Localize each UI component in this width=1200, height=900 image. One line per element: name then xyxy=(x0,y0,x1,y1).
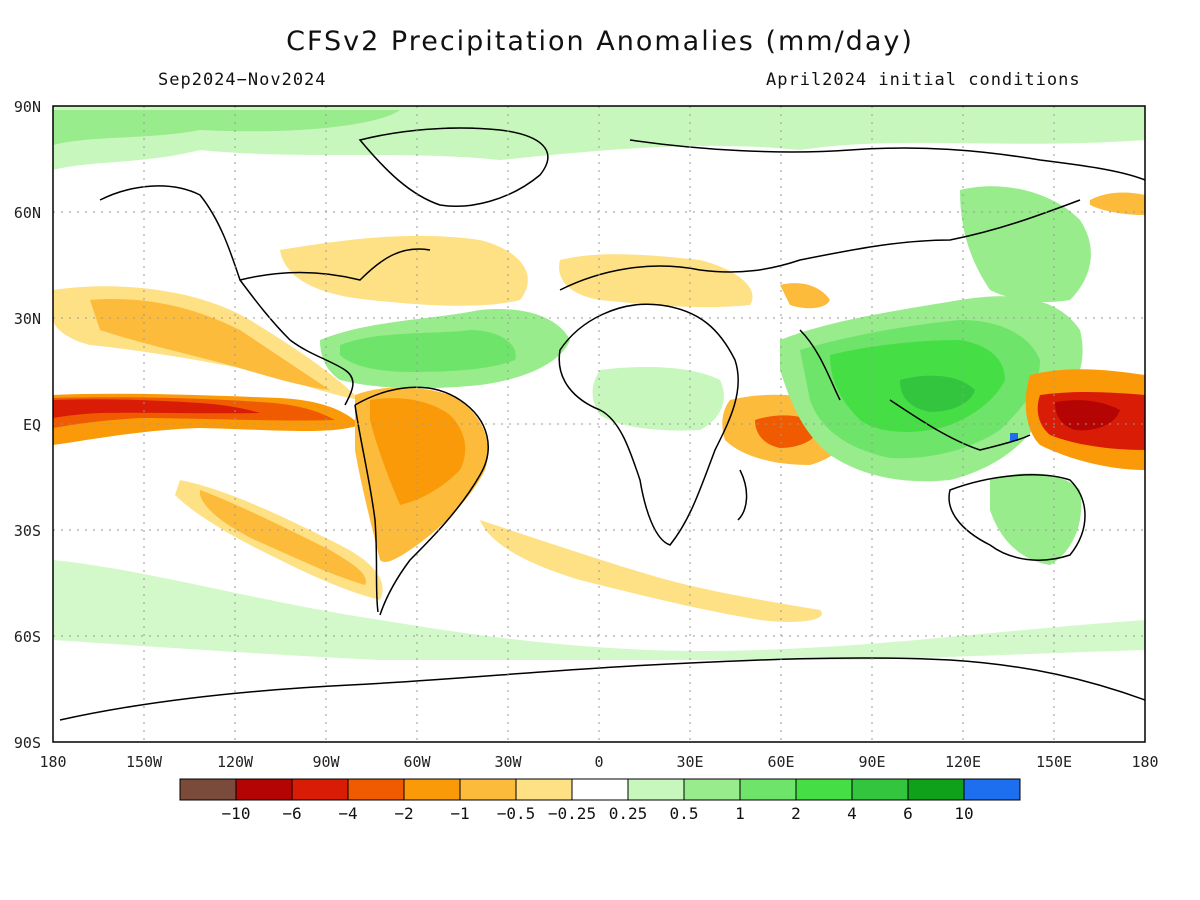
colorbar-tick-label: 0.25 xyxy=(609,804,648,823)
lon-label: 180 xyxy=(1131,753,1158,771)
colorbar-tick-label: 6 xyxy=(903,804,913,823)
lon-label: 150W xyxy=(126,753,163,771)
colorbar: −10 −6 −4 −2 −1 −0.5 −0.25 0.25 0.5 1 2 4 6 10 xyxy=(179,778,1021,823)
lat-label: 30N xyxy=(14,310,41,328)
colorbar-swatch xyxy=(739,778,797,801)
lon-label: 120E xyxy=(945,753,981,771)
colorbar-swatch xyxy=(683,778,741,801)
lon-label: 60E xyxy=(767,753,794,771)
colorbar-swatch xyxy=(179,778,237,801)
colorbar-swatch xyxy=(963,778,1021,801)
lon-label: 60W xyxy=(403,753,431,771)
colorbar-tick-label: −1 xyxy=(450,804,469,823)
colorbar-swatch xyxy=(403,778,461,801)
lon-label: 30E xyxy=(676,753,703,771)
colorbar-swatch xyxy=(571,778,629,801)
colorbar-swatch xyxy=(459,778,517,801)
graticule xyxy=(53,106,1145,742)
lon-label: 30W xyxy=(494,753,522,771)
map-title: CFSv2 Precipitation Anomalies (mm/day) xyxy=(286,26,914,57)
coastlines xyxy=(59,127,1145,721)
forecast-period: Sep2024−Nov2024 xyxy=(158,70,327,90)
map-frame xyxy=(52,105,1146,743)
colorbar-swatch xyxy=(851,778,909,801)
colorbar-tick-label: −4 xyxy=(338,804,357,823)
colorbar-tick-label: −0.5 xyxy=(497,804,536,823)
colorbar-tick-label: −10 xyxy=(222,804,251,823)
colorbar-tick-label: 4 xyxy=(847,804,857,823)
colorbar-tick-label: −2 xyxy=(394,804,413,823)
lat-label: 30S xyxy=(14,522,41,540)
colorbar-swatch xyxy=(515,778,573,801)
colorbar-tick-label: 1 xyxy=(735,804,745,823)
colorbar-swatch xyxy=(347,778,405,801)
colorbar-tick-label: −0.25 xyxy=(548,804,596,823)
colorbar-swatch xyxy=(907,778,965,801)
lat-label: 60S xyxy=(14,628,41,646)
colorbar-tick-label: 0.5 xyxy=(670,804,699,823)
colorbar-tick-label: 10 xyxy=(954,804,973,823)
lat-label: 90S xyxy=(14,734,41,752)
lon-label: 120W xyxy=(217,753,254,771)
lon-label: 0 xyxy=(594,753,603,771)
lon-label: 90W xyxy=(312,753,340,771)
colorbar-swatch xyxy=(291,778,349,801)
initial-conditions: April2024 initial conditions xyxy=(766,70,1081,90)
lon-label: 180 xyxy=(39,753,66,771)
lat-label: 90N xyxy=(14,98,41,116)
colorbar-tick-label: 2 xyxy=(791,804,801,823)
lon-label: 150E xyxy=(1036,753,1072,771)
lat-label: EQ xyxy=(23,416,41,434)
colorbar-swatch xyxy=(795,778,853,801)
lat-label: 60N xyxy=(14,204,41,222)
colorbar-swatch xyxy=(627,778,685,801)
lon-label: 90E xyxy=(858,753,885,771)
colorbar-swatch xyxy=(235,778,293,801)
colorbar-tick-label: −6 xyxy=(282,804,301,823)
